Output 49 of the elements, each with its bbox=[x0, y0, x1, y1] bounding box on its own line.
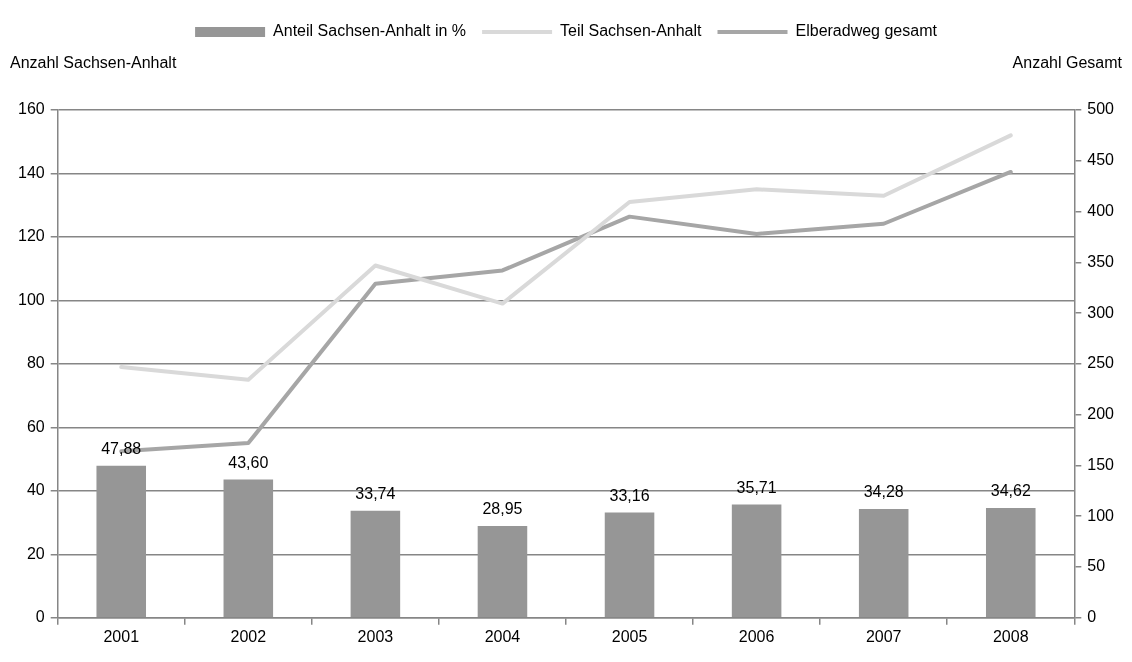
y-tick-label: 60 bbox=[26, 417, 45, 435]
y-tick-label: 40 bbox=[26, 481, 45, 499]
bar bbox=[985, 507, 1036, 618]
data-label: 28,95 bbox=[482, 500, 523, 518]
x-tick-label: 2006 bbox=[738, 627, 775, 645]
y2-tick-label: 50 bbox=[1087, 557, 1106, 575]
bar bbox=[858, 509, 909, 618]
y2-tick-label: 0 bbox=[1087, 608, 1097, 626]
bar bbox=[96, 465, 147, 618]
legend-label: Elberadweg gesamt bbox=[795, 22, 938, 40]
bar bbox=[477, 525, 528, 618]
y2-tick-label: 450 bbox=[1087, 151, 1115, 169]
data-label: 47,88 bbox=[101, 440, 142, 458]
y-tick-label: 100 bbox=[17, 290, 45, 308]
y-tick-label: 0 bbox=[35, 608, 45, 626]
bar bbox=[350, 510, 401, 618]
y-tick-label: 80 bbox=[26, 354, 45, 372]
y2-tick-label: 200 bbox=[1087, 405, 1115, 423]
y-tick-label: 140 bbox=[17, 163, 45, 181]
x-tick-label: 2001 bbox=[103, 627, 140, 645]
x-tick-label: 2008 bbox=[992, 627, 1029, 645]
x-tick-label: 2002 bbox=[230, 627, 267, 645]
data-label: 34,62 bbox=[990, 482, 1031, 500]
x-tick-label: 2004 bbox=[484, 627, 521, 645]
y2-tick-label: 100 bbox=[1087, 506, 1115, 524]
y2-tick-label: 500 bbox=[1087, 100, 1115, 118]
y2-tick-label: 350 bbox=[1087, 252, 1115, 270]
bar bbox=[731, 504, 782, 618]
y-tick-label: 120 bbox=[17, 227, 45, 245]
x-tick-label: 2007 bbox=[865, 627, 902, 645]
bar bbox=[223, 479, 274, 618]
data-label: 33,74 bbox=[355, 485, 396, 503]
legend-label: Teil Sachsen-Anhalt bbox=[560, 22, 703, 40]
data-label: 34,28 bbox=[863, 483, 904, 501]
x-tick-label: 2003 bbox=[357, 627, 394, 645]
y-axis-title: Anzahl Sachsen-Anhalt bbox=[10, 54, 177, 71]
y-tick-label: 160 bbox=[17, 100, 45, 118]
legend-label: Anteil Sachsen-Anhalt in % bbox=[273, 22, 467, 40]
y2-tick-label: 300 bbox=[1087, 303, 1115, 321]
data-label: 35,71 bbox=[736, 478, 777, 496]
y2-tick-label: 150 bbox=[1087, 455, 1115, 473]
y2-axis-title: Anzahl Gesamt bbox=[1012, 54, 1123, 71]
bar bbox=[604, 512, 655, 618]
x-tick-label: 2005 bbox=[611, 627, 648, 645]
y-tick-label: 20 bbox=[26, 544, 45, 562]
data-label: 33,16 bbox=[609, 486, 650, 504]
data-label: 43,60 bbox=[228, 453, 269, 471]
y2-tick-label: 250 bbox=[1087, 354, 1115, 372]
y2-tick-label: 400 bbox=[1087, 201, 1115, 219]
